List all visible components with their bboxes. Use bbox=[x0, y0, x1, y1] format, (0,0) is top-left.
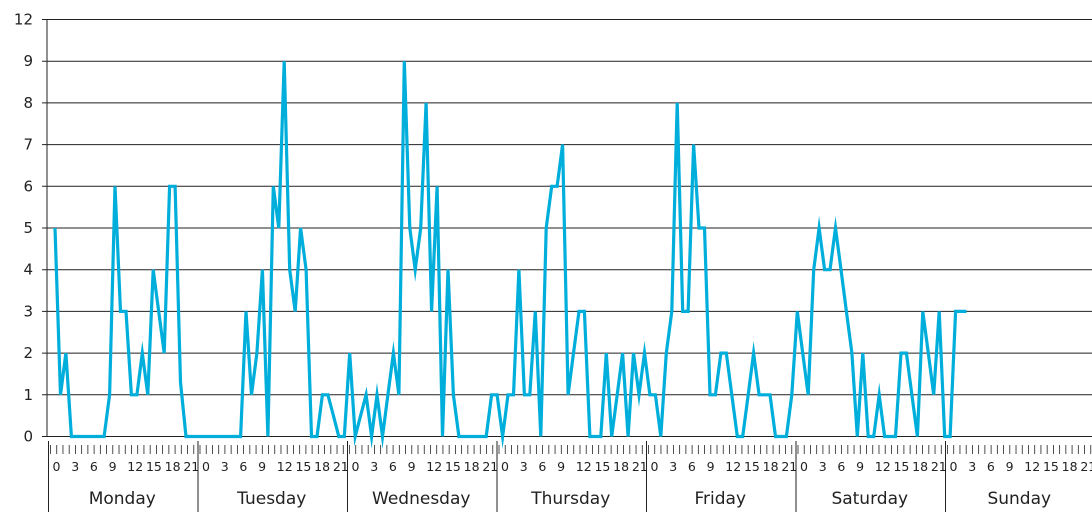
series-line bbox=[53, 61, 967, 449]
x-hour-label: 15 bbox=[744, 459, 760, 474]
x-hour-label: 21 bbox=[333, 459, 349, 474]
x-hour-label: 21 bbox=[482, 459, 498, 474]
day-label: Monday bbox=[89, 489, 156, 509]
x-hour-label: 6 bbox=[538, 459, 546, 474]
x-hour-label: 15 bbox=[594, 459, 610, 474]
x-hour-label: 12 bbox=[1024, 459, 1040, 474]
x-hour-label: 9 bbox=[707, 459, 715, 474]
x-hour-label: 18 bbox=[912, 459, 928, 474]
x-hour-label: 6 bbox=[239, 459, 247, 474]
x-hour-label: 9 bbox=[258, 459, 266, 474]
x-hour-label: 3 bbox=[71, 459, 79, 474]
y-tick-label: 7 bbox=[23, 136, 33, 154]
x-hour-label: 12 bbox=[127, 459, 143, 474]
x-hour-label: 9 bbox=[109, 459, 117, 474]
x-hour-label: 0 bbox=[352, 459, 360, 474]
y-tick-label: 9 bbox=[23, 52, 33, 70]
x-hour-label: 21 bbox=[781, 459, 797, 474]
day-label: Sunday bbox=[987, 489, 1051, 509]
x-hour-label: 12 bbox=[725, 459, 741, 474]
y-tick-label: 5 bbox=[23, 219, 33, 237]
x-hour-label: 15 bbox=[295, 459, 311, 474]
x-hour-label: 21 bbox=[1080, 459, 1092, 474]
x-hour-label: 0 bbox=[651, 459, 659, 474]
x-hour-label: 3 bbox=[520, 459, 528, 474]
day-label: Wednesday bbox=[372, 489, 470, 509]
y-tick-label: 1 bbox=[23, 386, 33, 404]
series-layer bbox=[53, 61, 967, 449]
x-hour-label: 3 bbox=[968, 459, 976, 474]
x-hour-label: 0 bbox=[202, 459, 210, 474]
x-hour-label: 6 bbox=[688, 459, 696, 474]
day-label: Tuesday bbox=[236, 489, 306, 509]
x-hour-label: 12 bbox=[277, 459, 293, 474]
x-hour-label: 12 bbox=[576, 459, 592, 474]
x-hour-label: 9 bbox=[557, 459, 565, 474]
x-hour-label: 15 bbox=[445, 459, 461, 474]
y-tick-label: 2 bbox=[23, 344, 33, 362]
x-hour-label: 9 bbox=[408, 459, 416, 474]
x-hour-label: 3 bbox=[669, 459, 677, 474]
y-tick-label: 3 bbox=[23, 302, 33, 320]
x-hour-label: 18 bbox=[613, 459, 629, 474]
x-hour-label: 6 bbox=[90, 459, 98, 474]
x-hour-label: 6 bbox=[389, 459, 397, 474]
y-tick-label: 8 bbox=[23, 94, 33, 112]
x-hour-label: 18 bbox=[314, 459, 330, 474]
day-label: Thursday bbox=[530, 489, 610, 509]
x-hour-label: 21 bbox=[931, 459, 947, 474]
x-hour-label: 12 bbox=[426, 459, 442, 474]
x-hour-label: 18 bbox=[763, 459, 779, 474]
x-hour-label: 0 bbox=[501, 459, 509, 474]
x-hour-label: 18 bbox=[464, 459, 480, 474]
x-hour-label: 9 bbox=[856, 459, 864, 474]
x-hour-label: 18 bbox=[165, 459, 181, 474]
day-label: Friday bbox=[694, 489, 746, 509]
gridlines bbox=[42, 19, 1092, 437]
x-hour-label: 0 bbox=[800, 459, 808, 474]
x-hour-label: 15 bbox=[893, 459, 909, 474]
x-hour-label: 21 bbox=[632, 459, 648, 474]
x-hour-label: 9 bbox=[1006, 459, 1014, 474]
day-label: Saturday bbox=[831, 489, 908, 509]
x-hour-label: 0 bbox=[950, 459, 958, 474]
x-hour-label: 0 bbox=[53, 459, 61, 474]
x-hour-label: 6 bbox=[837, 459, 845, 474]
x-hour-label: 15 bbox=[146, 459, 162, 474]
x-hour-label: 3 bbox=[221, 459, 229, 474]
x-hour-label: 3 bbox=[819, 459, 827, 474]
x-hour-label: 3 bbox=[370, 459, 378, 474]
x-hour-label: 12 bbox=[875, 459, 891, 474]
y-tick-label: 12 bbox=[14, 11, 33, 29]
y-tick-label: 4 bbox=[23, 261, 33, 279]
y-tick-label: 0 bbox=[23, 428, 33, 446]
x-hour-label: 18 bbox=[1062, 459, 1078, 474]
x-hour-label: 15 bbox=[1043, 459, 1059, 474]
x-hour-label: 6 bbox=[987, 459, 995, 474]
y-tick-label: 6 bbox=[23, 177, 33, 195]
x-hour-label: 21 bbox=[183, 459, 199, 474]
